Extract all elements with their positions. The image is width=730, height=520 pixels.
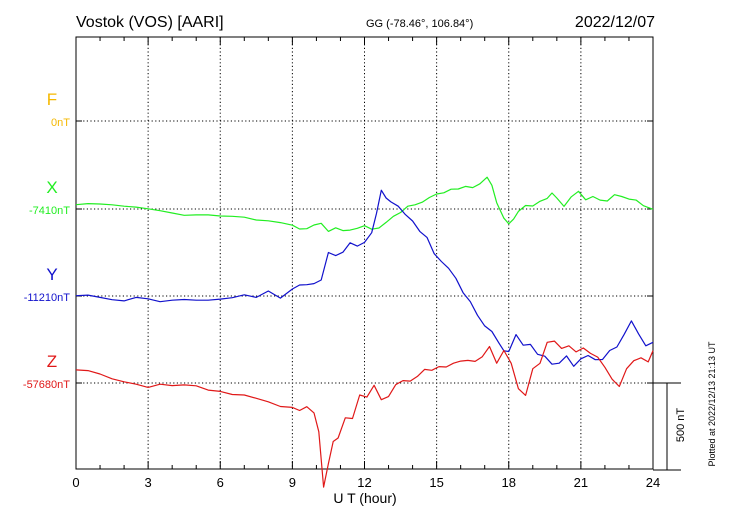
channel-baseline-z: -57680nT — [23, 379, 70, 391]
x-tick-label: 3 — [145, 475, 152, 490]
scale-bar-label: 500 nT — [675, 408, 687, 443]
channel-name-z: Z — [47, 352, 57, 371]
x-tick-label: 6 — [217, 475, 224, 490]
grid-lines — [76, 37, 653, 469]
x-tick-label: 15 — [429, 475, 443, 490]
x-tick-label: 9 — [289, 475, 296, 490]
plot-date: 2022/12/07 — [575, 14, 655, 31]
channel-name-y: Y — [46, 265, 57, 284]
station-title: Vostok (VOS) [AARI] — [76, 14, 224, 31]
channel-name-f: F — [47, 90, 57, 109]
channel-labels: F 0nT X -7410nT Y -11210nT Z -57680nT — [23, 90, 70, 391]
x-tick-label: 12 — [357, 475, 371, 490]
x-tick-labels: 0 3 6 9 12 15 18 21 24 — [72, 475, 660, 490]
channel-baseline-f: 0nT — [51, 117, 70, 129]
trace-z — [75, 340, 654, 488]
x-tick-label: 24 — [646, 475, 660, 490]
series-traces — [75, 176, 654, 488]
trace-x — [75, 176, 654, 232]
station-coordinates: GG (-78.46°, 106.84°) — [366, 18, 473, 30]
x-axis-label: U T (hour) — [333, 490, 396, 506]
channel-baseline-x: -7410nT — [29, 205, 70, 217]
x-tick-label: 18 — [502, 475, 516, 490]
x-tick-label: 21 — [574, 475, 588, 490]
trace-y — [75, 189, 654, 367]
scale-bar: 500 nT — [653, 382, 687, 471]
channel-baseline-y: -11210nT — [24, 292, 71, 304]
plotted-timestamp: Plotted at 2022/12/13 21:13 UT — [707, 341, 717, 467]
axis-ticks — [75, 37, 654, 469]
channel-name-x: X — [46, 178, 57, 197]
x-tick-label: 0 — [72, 475, 79, 490]
